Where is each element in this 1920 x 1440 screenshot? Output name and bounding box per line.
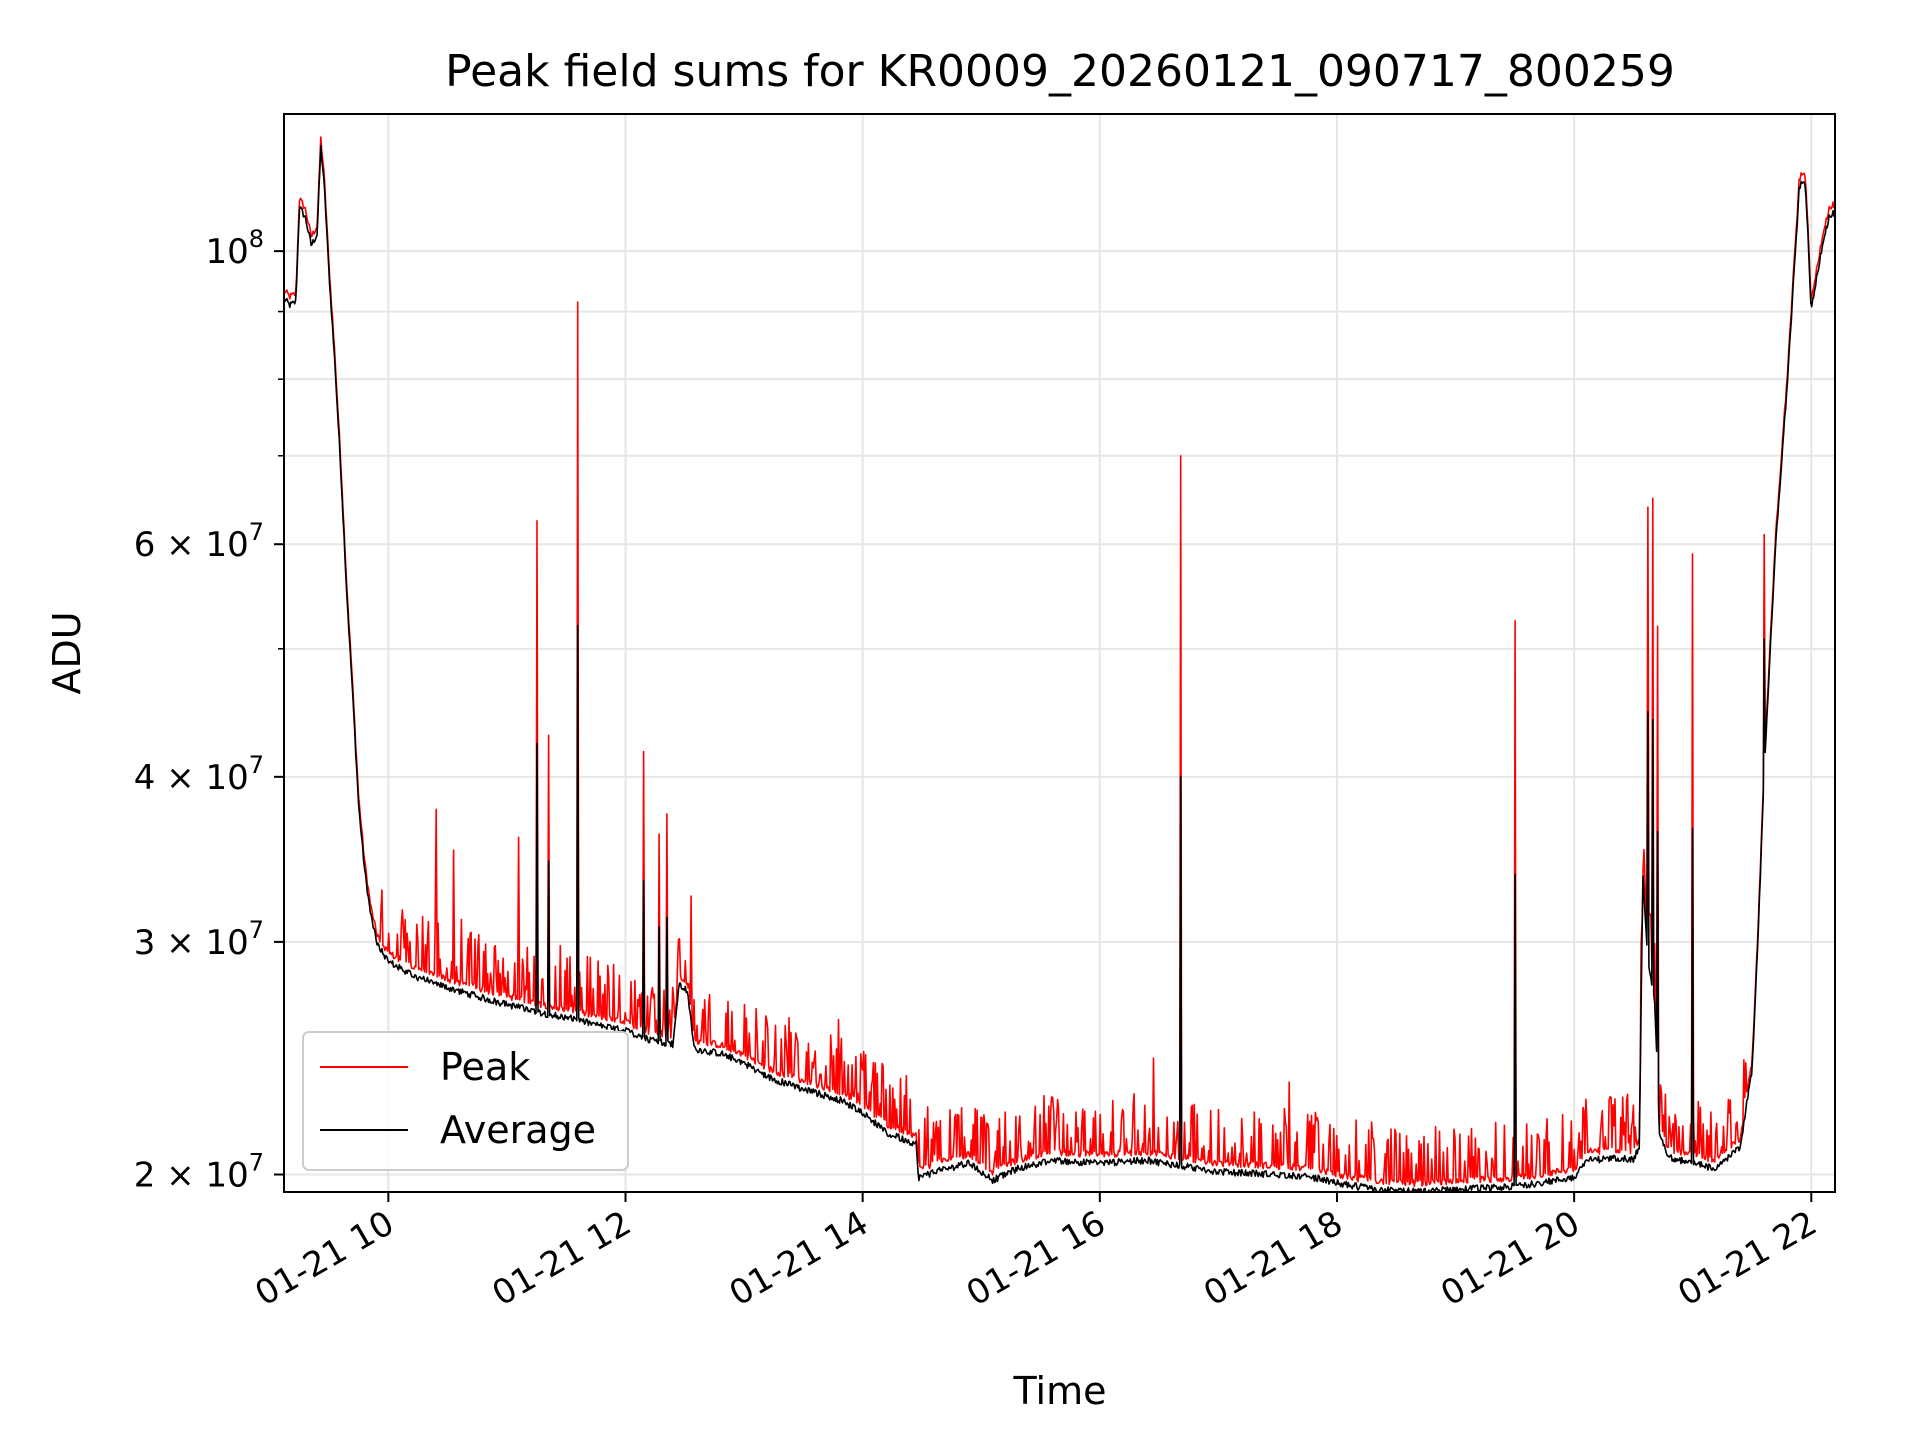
y-tick-label: 4 × 107 <box>134 751 264 798</box>
y-tick-label: 108 <box>205 225 264 272</box>
y-tick-label: 3 × 107 <box>134 916 264 963</box>
chart-title: Peak field sums for KR0009_20260121_0907… <box>445 46 1675 97</box>
y-axis-label: ADU <box>45 611 89 694</box>
series-layer <box>284 136 1835 1192</box>
legend-average-label: Average <box>440 1108 596 1152</box>
legend: Peak Average <box>302 1031 629 1171</box>
legend-peak-label: Peak <box>440 1045 530 1089</box>
y-tick-label: 2 × 107 <box>134 1149 264 1196</box>
grid <box>284 114 1835 1192</box>
plot-frame <box>283 113 1836 1193</box>
y-tick-label: 6 × 107 <box>134 518 264 565</box>
average-series-line <box>284 144 1835 1192</box>
peak-series-line <box>284 136 1835 1188</box>
x-axis-label: Time <box>1013 1369 1107 1413</box>
